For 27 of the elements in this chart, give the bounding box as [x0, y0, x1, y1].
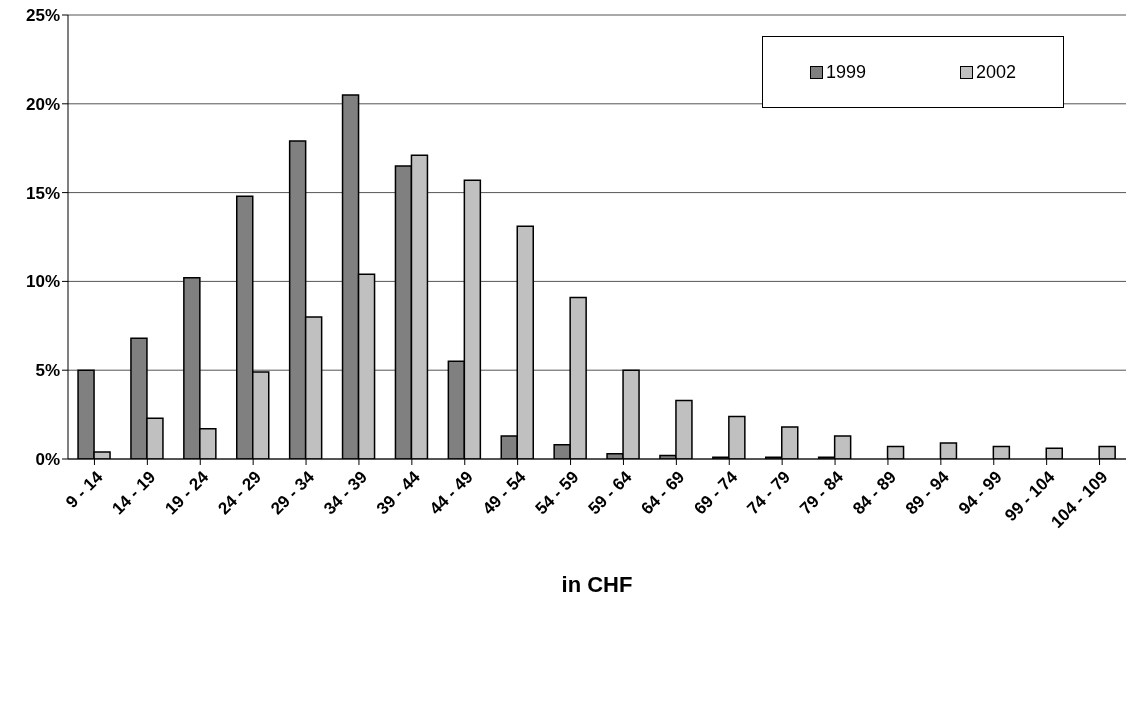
y-tick-label: 10% [25, 272, 60, 292]
x-tick-label: 79 - 84 [796, 467, 848, 519]
y-tick-label: 25% [25, 6, 60, 26]
x-tick-label: 89 - 94 [901, 467, 954, 519]
x-tick-label: 59 - 64 [584, 467, 636, 519]
legend-label: 2002 [974, 61, 1017, 83]
x-tick-label: 14 - 19 [108, 467, 160, 519]
x-tick-label: 69 - 74 [690, 467, 742, 519]
y-tick-label: 5% [35, 361, 60, 381]
x-tick-label: 94 - 99 [954, 467, 1006, 519]
x-tick-label: 19 - 24 [161, 467, 213, 519]
x-tick-label: 84 - 89 [849, 467, 900, 519]
x-tick-label: 54 - 59 [531, 467, 583, 519]
x-tick-label: 9 - 14 [62, 467, 107, 512]
x-tick-label: 64 - 69 [637, 467, 689, 519]
legend-label: 1999 [824, 61, 867, 83]
y-tick-label: 15% [25, 183, 60, 203]
x-axis-title: in CHF [561, 572, 633, 597]
x-tick-label: 34 - 39 [320, 467, 371, 519]
x-tick-label: 29 - 34 [267, 467, 319, 519]
y-tick-label: 0% [35, 450, 60, 470]
x-tick-label: 44 - 49 [425, 467, 477, 519]
y-tick-label: 20% [25, 94, 60, 114]
x-tick-label: 49 - 54 [478, 467, 531, 519]
x-tick-label: 74 - 79 [743, 467, 795, 519]
x-tick-label: 39 - 44 [372, 467, 425, 519]
x-tick-label: 24 - 29 [214, 467, 266, 519]
